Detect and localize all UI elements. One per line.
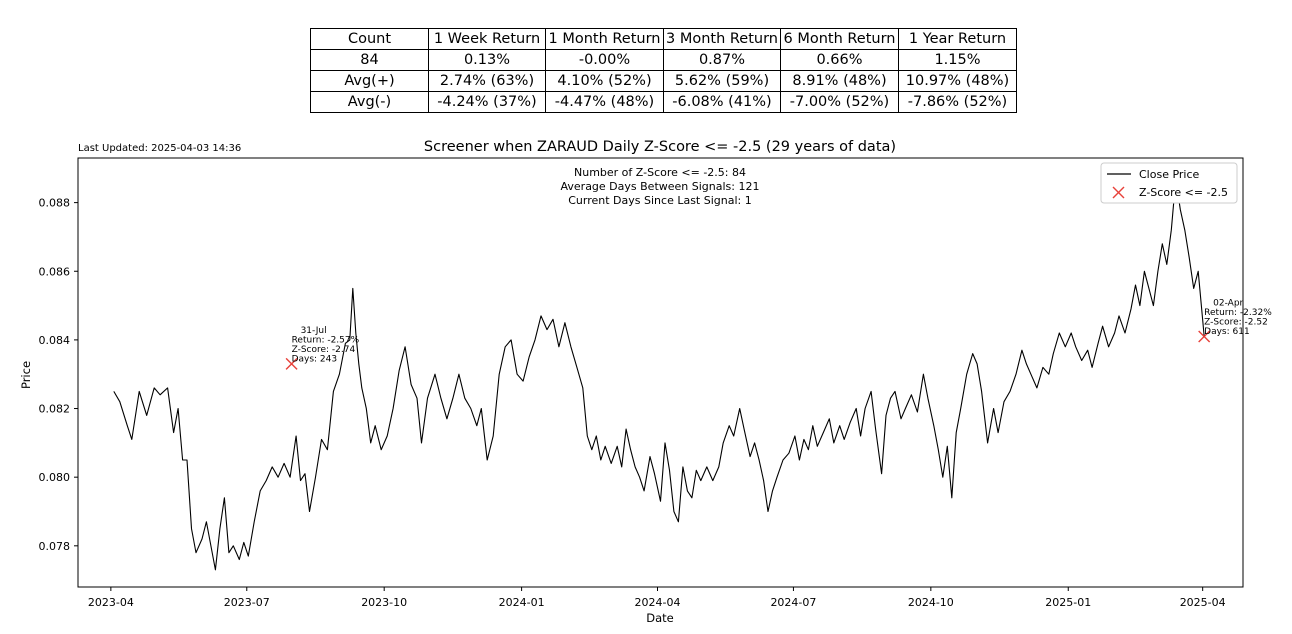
stats-header-row: Count 1 Week Return 1 Month Return 3 Month …: [310, 28, 1017, 50]
x-tick-label: 2025-01: [1045, 596, 1091, 609]
stats-cell: 4.10% (52%): [545, 70, 664, 92]
y-tick-label: 0.082: [39, 403, 71, 416]
last-updated-label: Last Updated: 2025-04-03 14:36: [78, 143, 241, 154]
stats-row: Avg(-) -4.24% (37%) -4.47% (48%) -6.08% (41…: [310, 91, 1017, 113]
signal-markers: [285, 330, 1211, 370]
plot-area: [77, 157, 1244, 588]
stats-cell: -7.86% (52%): [898, 91, 1017, 113]
x-tick-label: 2023-04: [88, 596, 134, 609]
y-tick-label: 0.088: [39, 197, 71, 210]
stats-row: Avg(+) 2.74% (63%) 4.10% (52%) 5.62% (59%) 8…: [310, 70, 1017, 92]
legend: Close Price Z-Score <= -2.5: [1100, 162, 1238, 204]
stats-cell: Avg(+): [310, 70, 429, 92]
signal-x-marker: [285, 357, 298, 370]
signal-annotation-return: Return: -2.57%: [292, 335, 360, 345]
x-tick-label: 2023-07: [224, 596, 270, 609]
signal-annotation-date: 31-Jul: [301, 326, 327, 336]
x-tick-label: 2024-01: [499, 596, 545, 609]
x-axis-label: Date: [646, 611, 674, 625]
stats-cell: Avg(-): [310, 91, 429, 113]
y-tick-label: 0.080: [39, 471, 71, 484]
x-tick-label: 2024-07: [770, 596, 816, 609]
legend-label-zscore: Z-Score <= -2.5: [1139, 186, 1228, 199]
info-line-average: Average Days Between Signals: 121: [561, 180, 760, 193]
stats-cell: -4.24% (37%): [428, 91, 546, 113]
signal-annotation-zscore: Z-Score: -2.52: [1204, 317, 1268, 327]
y-tick-label: 0.084: [39, 334, 71, 347]
x-tick-label: 2023-10: [361, 596, 407, 609]
signal-annotation-return: Return: -2.32%: [1204, 308, 1272, 318]
stats-cell: -6.08% (41%): [663, 91, 781, 113]
legend-label-close-price: Close Price: [1139, 168, 1200, 181]
legend-x-marker-icon: [1112, 186, 1125, 199]
y-tick-label: 0.086: [39, 265, 71, 278]
stats-cell: 10.97% (48%): [898, 70, 1017, 92]
signal-x-marker: [1198, 330, 1211, 343]
y-axis-label: Price: [19, 361, 33, 389]
signal-annotation-date: 02-Apr: [1213, 298, 1243, 308]
chart-title: Screener when ZARAUD Daily Z-Score <= -2…: [424, 139, 896, 155]
stats-header-cell: 6 Month Return: [780, 28, 899, 50]
signal-annotation-days: Days: 611: [1204, 327, 1250, 337]
stats-cell: 8.91% (48%): [780, 70, 899, 92]
info-box: Number of Z-Score <= -2.5: 84 Average Da…: [561, 166, 760, 207]
stats-cell: 2.74% (63%): [428, 70, 546, 92]
close-price-line: [113, 178, 1205, 571]
info-line-current: Current Days Since Last Signal: 1: [568, 194, 751, 207]
legend-box: [1100, 162, 1238, 204]
signal-annotation-zscore: Z-Score: -2.74: [292, 345, 356, 355]
x-tick-label: 2024-10: [908, 596, 954, 609]
x-tick-label: 2025-04: [1180, 596, 1226, 609]
stats-cell: 0.87%: [663, 49, 781, 71]
info-line-count: Number of Z-Score <= -2.5: 84: [574, 166, 746, 179]
signal-annotation-days: Days: 243: [292, 354, 338, 364]
stats-table: Count 1 Week Return 1 Month Return 3 Month …: [310, 28, 1017, 113]
stats-cell: -4.47% (48%): [545, 91, 664, 113]
x-tick-label: 2024-04: [635, 596, 681, 609]
stats-header-cell: 1 Year Return: [898, 28, 1017, 50]
stats-cell: 5.62% (59%): [663, 70, 781, 92]
y-axis: 0.078 0.080 0.082 0.084 0.086 0.088: [39, 197, 78, 553]
y-tick-label: 0.078: [39, 540, 71, 553]
x-axis: 2023-04 2023-07 2023-10 2024-01 2024-04 2024-…: [88, 587, 1226, 609]
